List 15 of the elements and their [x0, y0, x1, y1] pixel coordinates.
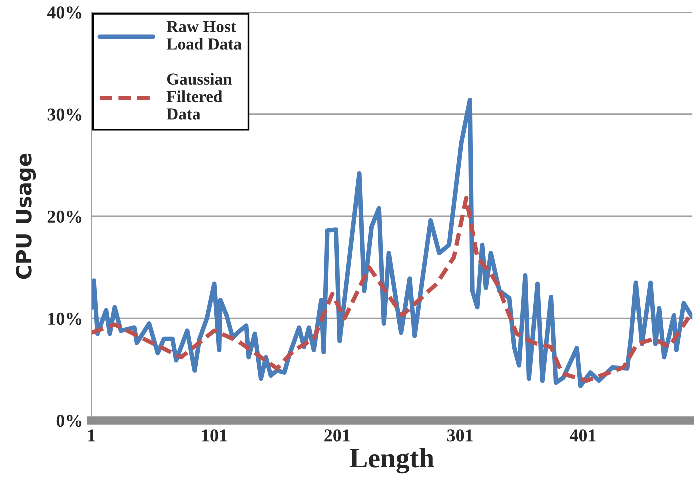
x-axis-title: Length [350, 448, 434, 474]
y-axis-title: CPU Usage [16, 154, 36, 280]
y-tick-label: 0% [56, 415, 82, 428]
x-tick-label: 301 [447, 430, 473, 442]
y-tick-label: 20% [48, 210, 82, 224]
line-series [92, 196, 692, 384]
x-tick-label: 201 [324, 430, 350, 442]
y-tick-label: 40% [47, 6, 82, 19]
legend-label: Gaussian Filtered Data [166, 73, 232, 120]
legend-label: Raw Host Load Data [166, 21, 242, 50]
x-tick-label: 1 [88, 430, 96, 442]
x-tick-label: 401 [570, 430, 596, 442]
y-tick-label: 10% [48, 312, 82, 326]
x-tick-label: 101 [202, 430, 228, 442]
y-tick-label: 30% [48, 108, 82, 121]
